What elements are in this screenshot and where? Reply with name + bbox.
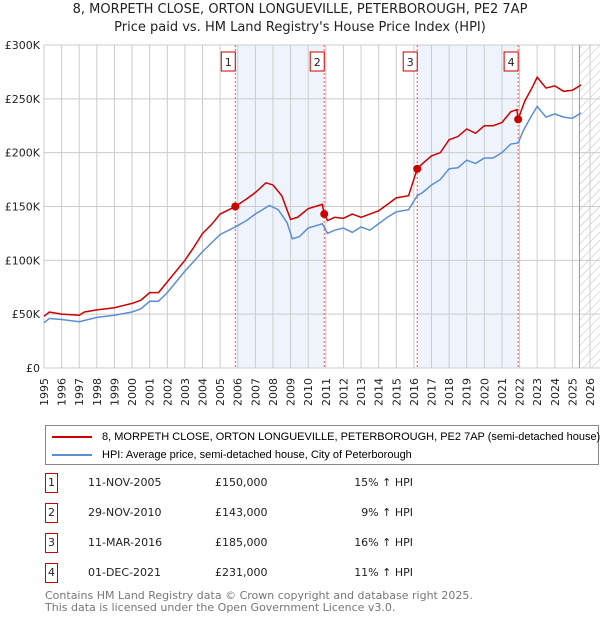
sale-point bbox=[320, 210, 329, 219]
x-tick-label: 2010 bbox=[302, 378, 315, 406]
x-tick-label: 2012 bbox=[337, 378, 350, 406]
x-tick-label: 2000 bbox=[126, 378, 139, 406]
footer-copyright: Contains HM Land Registry data © Crown c… bbox=[45, 589, 473, 602]
chart-title: 8, MORPETH CLOSE, ORTON LONGUEVILLE, PET… bbox=[72, 2, 528, 17]
sale-point bbox=[514, 115, 523, 124]
sale-price: £185,000 bbox=[215, 536, 268, 549]
x-tick-label: 1998 bbox=[91, 378, 104, 406]
sale-hpi-diff: 16% ↑ HPI bbox=[354, 536, 413, 549]
sale-marker-badge: 3 bbox=[45, 533, 58, 553]
x-tick-label: 2023 bbox=[531, 378, 544, 406]
x-tick-label: 2019 bbox=[461, 378, 474, 406]
sale-price: £143,000 bbox=[215, 506, 268, 519]
sale-label-box bbox=[402, 51, 418, 72]
y-tick-label: £300K bbox=[5, 39, 41, 52]
sale-label-4: 4 bbox=[508, 56, 515, 69]
legend: 8, MORPETH CLOSE, ORTON LONGUEVILLE, PET… bbox=[45, 425, 600, 465]
hpi-line bbox=[43, 105, 582, 324]
y-tick-label: £100K bbox=[5, 254, 41, 267]
x-tick-label: 2002 bbox=[161, 378, 174, 406]
x-tick-label: 2018 bbox=[443, 378, 456, 406]
x-tick-label: 2003 bbox=[179, 378, 192, 406]
y-tick-label: £150K bbox=[5, 201, 41, 214]
sale-date: 11-NOV-2005 bbox=[88, 476, 162, 489]
x-tick-label: 2020 bbox=[478, 378, 491, 406]
x-tick-label: 2024 bbox=[549, 378, 562, 406]
x-tick-label: 2017 bbox=[425, 378, 438, 406]
legend-item-property: 8, MORPETH CLOSE, ORTON LONGUEVILLE, PET… bbox=[52, 430, 600, 444]
x-tick-label: 2004 bbox=[197, 378, 210, 406]
x-tick-label: 1996 bbox=[56, 378, 69, 406]
sale-label-box bbox=[220, 51, 236, 72]
x-tick-label: 2013 bbox=[355, 378, 368, 406]
sale-price: £231,000 bbox=[215, 566, 268, 579]
sale-marker-badge: 4 bbox=[45, 563, 58, 583]
x-tick-label: 2025 bbox=[566, 378, 579, 406]
sale-label-1: 1 bbox=[225, 56, 232, 69]
sale-date: 11-MAR-2016 bbox=[88, 536, 163, 549]
legend-label-hpi: HPI: Average price, semi-detached house,… bbox=[102, 449, 412, 461]
legend-label-property: 8, MORPETH CLOSE, ORTON LONGUEVILLE, PET… bbox=[102, 431, 600, 443]
x-tick-label: 2007 bbox=[249, 378, 262, 406]
x-tick-label: 2005 bbox=[214, 378, 227, 406]
sale-point bbox=[231, 202, 240, 211]
x-tick-label: 2015 bbox=[390, 378, 403, 406]
x-tick-label: 2008 bbox=[267, 378, 280, 406]
sale-price: £150,000 bbox=[215, 476, 268, 489]
y-tick-label: £50K bbox=[12, 308, 41, 321]
sale-marker-badge: 1 bbox=[45, 473, 58, 493]
sale-label-box bbox=[503, 51, 519, 72]
sale-date: 01-DEC-2021 bbox=[88, 566, 162, 579]
x-tick-label: 2021 bbox=[496, 378, 509, 406]
x-tick-label: 1995 bbox=[38, 378, 51, 406]
x-tick-label: 2014 bbox=[373, 378, 386, 406]
footer-licence: This data is licensed under the Open Gov… bbox=[45, 601, 396, 614]
legend-swatch-red bbox=[52, 436, 92, 438]
y-tick-label: £0 bbox=[26, 362, 40, 375]
chart-subtitle: Price paid vs. HM Land Registry's House … bbox=[114, 20, 486, 35]
x-tick-label: 2026 bbox=[584, 378, 597, 406]
sale-marker-badge: 2 bbox=[45, 503, 58, 523]
sale-point bbox=[413, 164, 422, 173]
x-tick-label: 1997 bbox=[73, 378, 86, 406]
sale-label-box bbox=[309, 51, 325, 72]
sale-hpi-diff: 9% ↑ HPI bbox=[361, 506, 413, 519]
legend-swatch-blue bbox=[52, 454, 92, 456]
y-tick-label: £200K bbox=[5, 147, 41, 160]
x-tick-label: 2016 bbox=[408, 378, 421, 406]
sale-date: 29-NOV-2010 bbox=[88, 506, 162, 519]
y-tick-label: £250K bbox=[5, 93, 41, 106]
x-tick-label: 2022 bbox=[514, 378, 527, 406]
sale-label-2: 2 bbox=[314, 56, 321, 69]
x-tick-label: 2009 bbox=[285, 378, 298, 406]
x-tick-label: 2011 bbox=[320, 378, 333, 406]
sale-hpi-diff: 15% ↑ HPI bbox=[354, 476, 413, 489]
x-tick-label: 2001 bbox=[144, 378, 157, 406]
x-tick-label: 1999 bbox=[108, 378, 121, 406]
price-chart: 1995 1996 1997 1998 1999 2000 2001 2002 2003 2004… bbox=[5, 39, 600, 406]
x-tick-label: 2006 bbox=[232, 378, 245, 406]
sale-label-3: 3 bbox=[407, 56, 414, 69]
legend-item-hpi: HPI: Average price, semi-detached house,… bbox=[52, 448, 412, 462]
property-price-line bbox=[43, 75, 582, 317]
sale-hpi-diff: 11% ↑ HPI bbox=[354, 566, 413, 579]
